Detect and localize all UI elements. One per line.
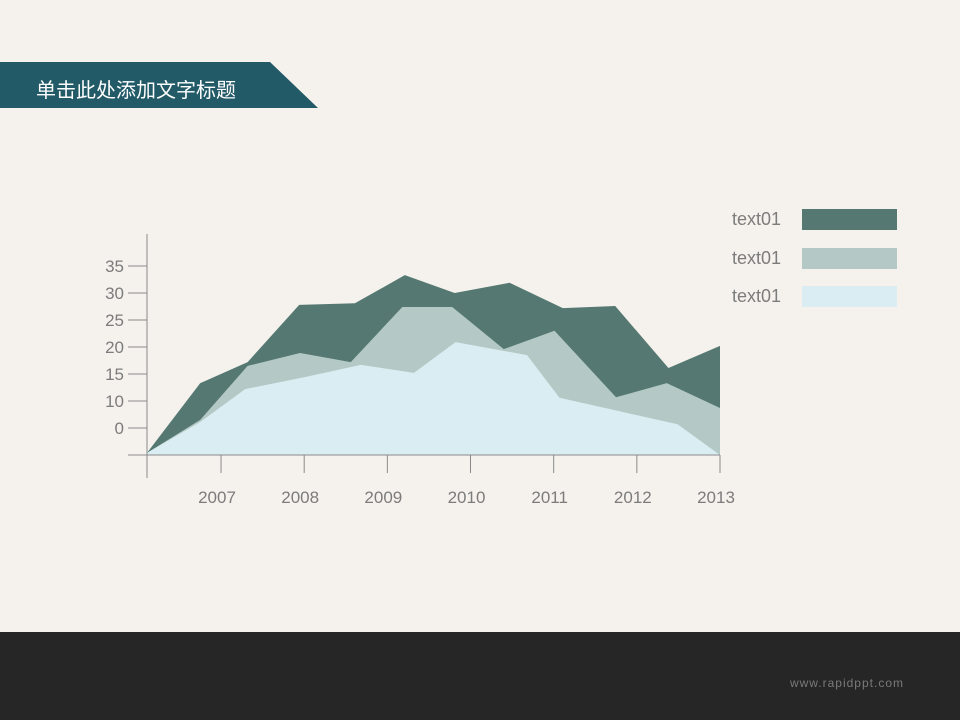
- x-tick-label: 2011: [531, 488, 568, 507]
- legend-label: text01: [732, 286, 782, 306]
- footer-url: www.rapidppt.com: [789, 676, 904, 690]
- x-tick-label: 2010: [448, 488, 486, 507]
- x-tick-label: 2012: [614, 488, 652, 507]
- x-tick-label: 2007: [198, 488, 236, 507]
- legend-swatch: [802, 209, 897, 230]
- y-tick-label: 25: [105, 311, 124, 330]
- area-chart: 0 10 15 20 25 30 35 2007 2008 2009 2010 2011 2012 201…: [105, 234, 735, 507]
- x-tick-label: 2008: [281, 488, 319, 507]
- legend-swatch: [802, 248, 897, 269]
- legend-label: text01: [732, 248, 782, 268]
- title-banner: [0, 62, 318, 108]
- y-tick-label: 35: [105, 257, 124, 276]
- slide-title[interactable]: 单击此处添加文字标题: [36, 78, 236, 102]
- y-tick-label: 0: [115, 419, 124, 438]
- y-tick-label: 20: [105, 338, 124, 357]
- banner-shape: [0, 62, 318, 108]
- legend-label: text01: [732, 209, 782, 229]
- footer-bar: www.rapidppt.com: [0, 632, 960, 720]
- legend-swatch: [802, 286, 897, 307]
- y-tick-label: 10: [105, 392, 124, 411]
- x-tick-label: 2013: [697, 488, 735, 507]
- y-tick-label: 30: [105, 284, 124, 303]
- y-tick-label: 15: [105, 365, 124, 384]
- area-series-3: [147, 342, 720, 455]
- x-tick-label: 2009: [364, 488, 402, 507]
